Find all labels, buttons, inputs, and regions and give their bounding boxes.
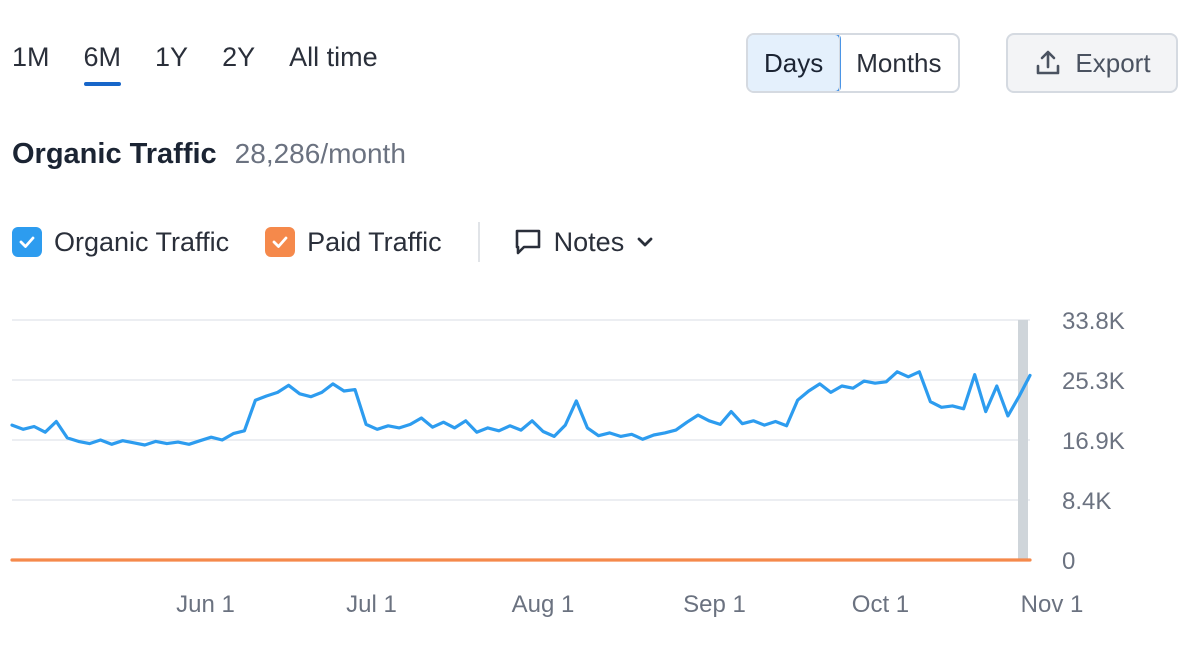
- days-button[interactable]: Days: [747, 35, 842, 91]
- organic-traffic-chart: 0 8.4K 16.9K 25.3K 33.8K Jun 1 Jul 1 Aug 1 Sep …: [10, 308, 1125, 618]
- y-tick-label: 8.4K: [1062, 488, 1111, 515]
- tab-1m[interactable]: 1M: [12, 42, 50, 72]
- divider: [477, 222, 480, 262]
- legend-paid-traffic[interactable]: Paid Traffic: [265, 227, 442, 258]
- y-tick-label: 33.8K: [1062, 308, 1125, 335]
- export-label: Export: [1075, 47, 1151, 78]
- months-button[interactable]: Months: [839, 35, 957, 91]
- y-tick-label: 0: [1062, 548, 1075, 575]
- legend: Organic Traffic Paid Traffic Notes: [12, 222, 656, 262]
- notes-dropdown[interactable]: Notes: [512, 226, 657, 258]
- checkbox-checked-icon[interactable]: [265, 227, 296, 257]
- chevron-down-icon: [637, 237, 653, 247]
- tab-2y[interactable]: 2Y: [222, 42, 256, 72]
- page-title: Organic Traffic: [12, 138, 217, 170]
- series-line-organic-traffic: [10, 370, 1032, 447]
- comment-icon: [515, 229, 540, 255]
- y-tick-label: 25.3K: [1062, 368, 1125, 395]
- notes-label: Notes: [553, 226, 625, 257]
- granularity-toggle: Days Months: [746, 33, 960, 93]
- period-tabs: 1M 6M 1Y 2Y All time: [12, 42, 412, 86]
- legend-label: Organic Traffic: [54, 226, 230, 257]
- checkbox-checked-icon[interactable]: [12, 227, 42, 257]
- x-tick-label: Sep 1: [683, 591, 746, 618]
- hover-cursor-bar: [1018, 320, 1028, 560]
- x-tick-label: Nov 1: [1021, 591, 1084, 618]
- monthly-traffic-value: 28,286/month: [234, 138, 406, 169]
- chart-header: Organic Traffic 28,286/month: [12, 138, 406, 171]
- x-tick-label: Oct 1: [852, 591, 909, 618]
- upload-icon: [1037, 50, 1060, 75]
- x-tick-label: Jun 1: [176, 591, 235, 618]
- legend-label: Paid Traffic: [307, 226, 442, 257]
- export-button[interactable]: Export: [1006, 33, 1178, 93]
- tab-6m[interactable]: 6M: [83, 42, 122, 86]
- tab-1y[interactable]: 1Y: [155, 42, 189, 72]
- legend-organic-traffic[interactable]: Organic Traffic: [12, 227, 229, 258]
- tab-all-time[interactable]: All time: [289, 42, 378, 72]
- y-tick-label: 16.9K: [1062, 428, 1125, 455]
- x-tick-label: Jul 1: [346, 591, 397, 618]
- x-tick-label: Aug 1: [512, 591, 575, 618]
